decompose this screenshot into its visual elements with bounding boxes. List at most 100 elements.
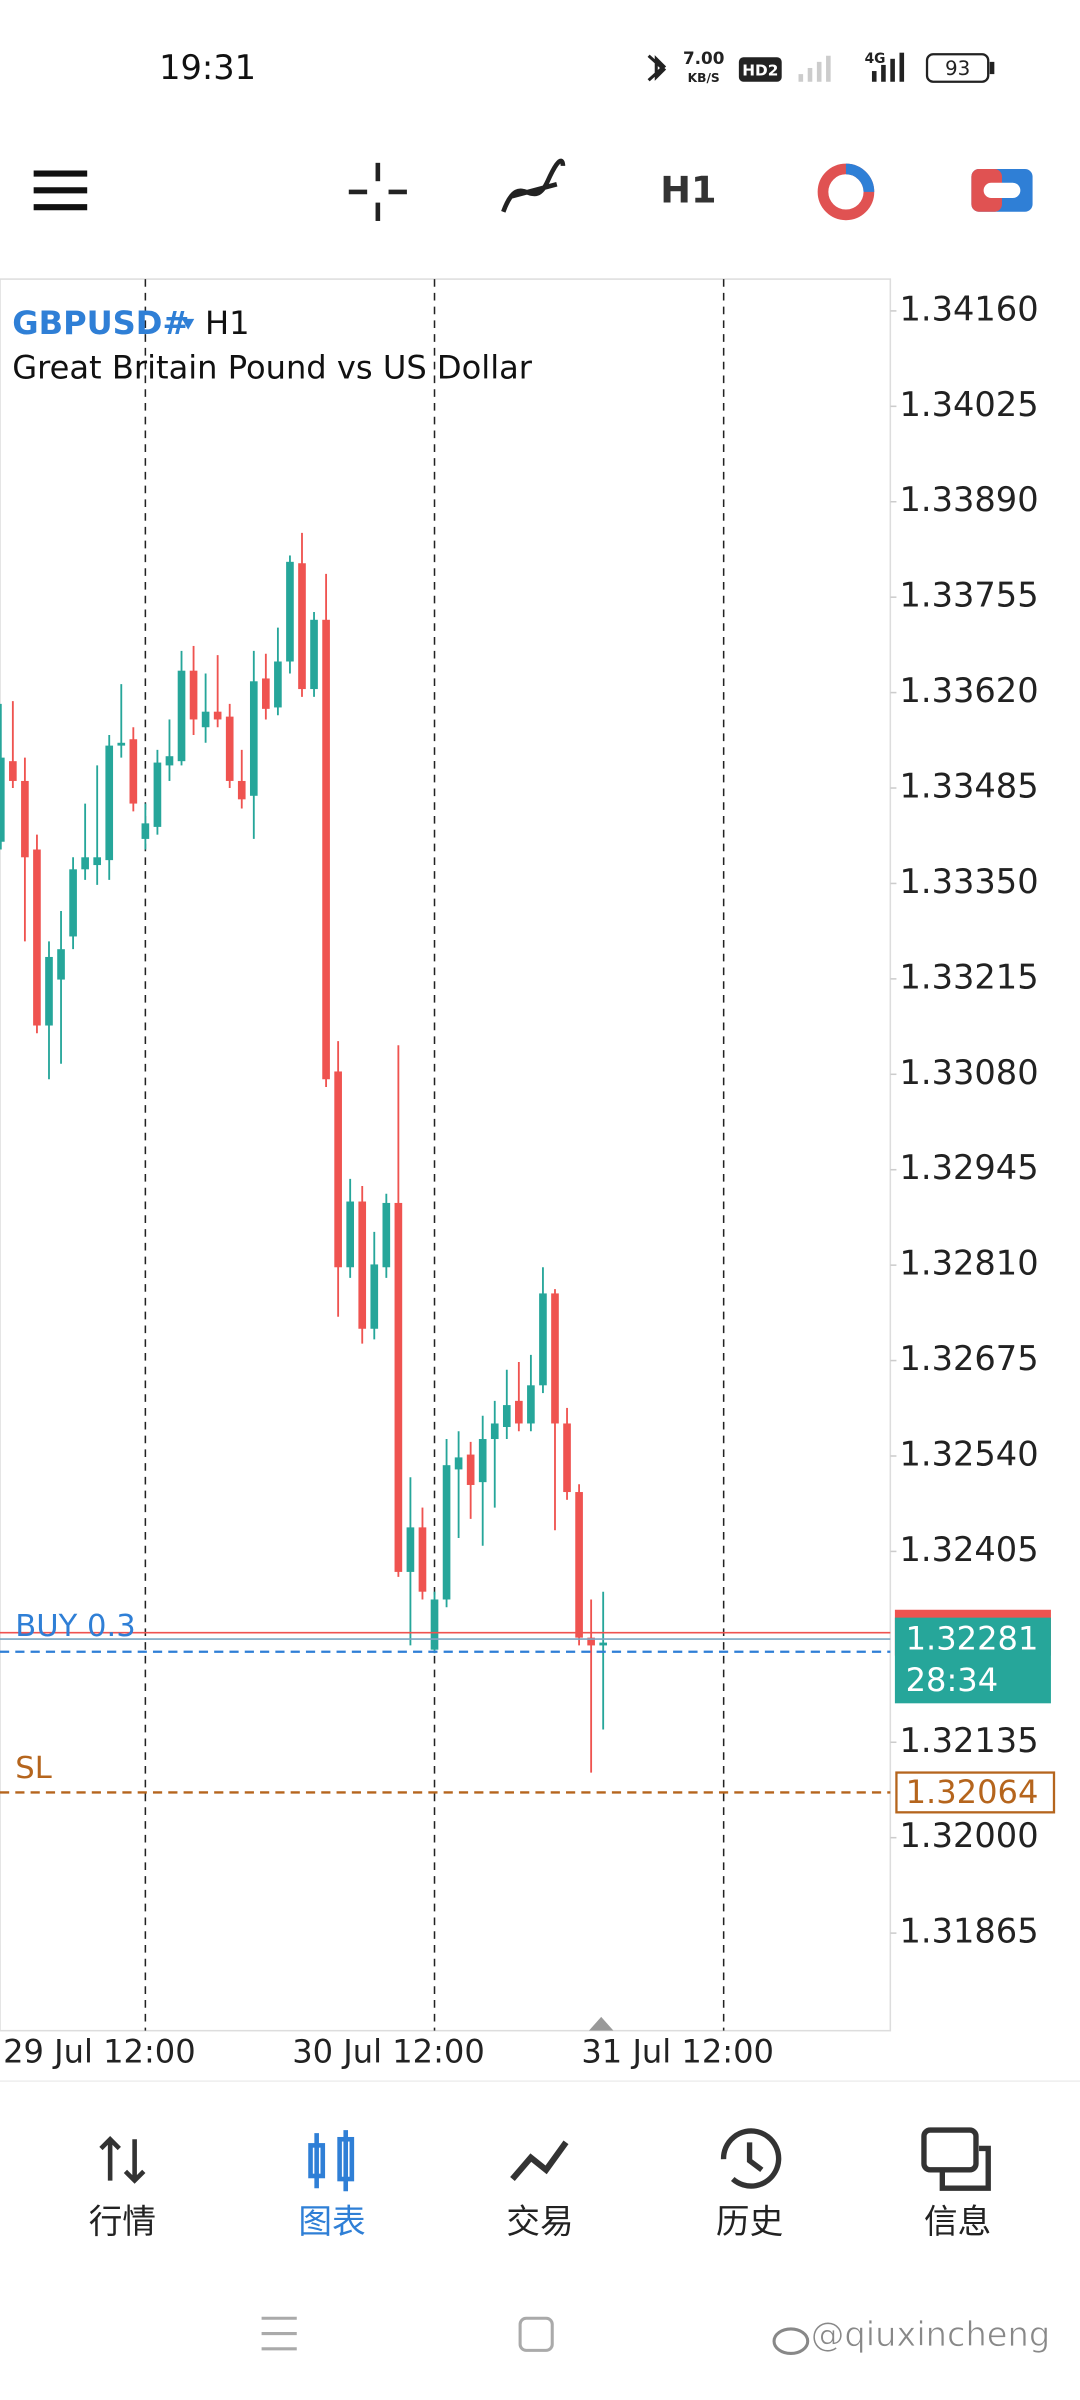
candle-body <box>237 780 246 800</box>
nav-item[interactable]: 图表 <box>298 2202 365 2241</box>
net-speed: 7.00 <box>683 48 724 68</box>
candle-body <box>442 1465 451 1600</box>
x-tick-label: 30 Jul 12:00 <box>292 2033 485 2071</box>
candle-body <box>298 563 306 690</box>
nav-item[interactable]: 行情 <box>89 2202 156 2241</box>
candle-body <box>249 681 258 796</box>
candle-body <box>430 1599 439 1650</box>
y-tick-label: 1.32000 <box>899 1816 1038 1855</box>
candle-body <box>406 1527 415 1572</box>
sl-price: 1.32064 <box>906 1773 1039 1811</box>
y-tick-label: 1.31865 <box>899 1912 1038 1951</box>
candle-body <box>0 757 5 842</box>
candle-body <box>177 670 186 762</box>
hd-label: HD2 <box>742 62 778 80</box>
candle-body <box>45 956 53 1026</box>
candle-body <box>310 619 318 690</box>
menu-button[interactable] <box>33 170 88 211</box>
candle-body <box>490 1423 499 1440</box>
y-tick-label: 1.33350 <box>899 862 1038 901</box>
candle-body <box>394 1202 403 1572</box>
nav-item[interactable]: 信息 <box>924 2202 991 2241</box>
status-time: 19:31 <box>159 48 256 87</box>
timeframe-button[interactable]: H1 <box>660 168 716 211</box>
y-tick-label: 1.33890 <box>899 480 1038 519</box>
candle-body <box>201 711 210 728</box>
candle-body <box>563 1423 571 1493</box>
bid-price: 1.32281 <box>906 1620 1039 1658</box>
candle-body <box>165 756 174 766</box>
indicators-button[interactable] <box>501 158 566 213</box>
bar-timer: 28:34 <box>906 1661 999 1699</box>
shift-marker[interactable] <box>588 2016 614 2031</box>
candle-body <box>370 1264 379 1329</box>
y-tick-label: 1.32405 <box>899 1530 1038 1569</box>
candle-body <box>515 1400 523 1424</box>
candle-body <box>129 739 138 804</box>
sl-tag <box>895 1771 1056 1814</box>
candle-body <box>322 619 330 1080</box>
nav-item[interactable]: 历史 <box>716 2202 783 2241</box>
candle-body <box>117 742 126 746</box>
candle-body <box>454 1457 463 1470</box>
symbol-dropdown[interactable] <box>182 318 195 330</box>
y-tick-label: 1.32135 <box>899 1721 1038 1760</box>
candle-body <box>478 1439 487 1483</box>
y-tick-label: 1.34160 <box>899 289 1038 328</box>
candle-body <box>539 1293 547 1386</box>
candle-body <box>153 762 162 827</box>
signal-1 <box>798 55 831 82</box>
y-tick-label: 1.33080 <box>899 1053 1038 1092</box>
candle-body <box>9 761 17 781</box>
candle-body <box>382 1202 391 1268</box>
nav-item[interactable]: 交易 <box>506 2202 573 2241</box>
candle-body <box>274 661 282 708</box>
y-tick-label: 1.33620 <box>899 671 1038 710</box>
candle-body <box>334 1071 342 1268</box>
candle-body <box>69 869 77 937</box>
sys-home[interactable] <box>518 2316 554 2352</box>
candle-body <box>418 1527 427 1592</box>
bid-tag <box>894 1617 1051 1704</box>
x-tick-label: 31 Jul 12:00 <box>581 2033 774 2071</box>
plot-area <box>0 279 1056 2031</box>
network-type: 4G <box>865 51 886 67</box>
candle-body <box>225 716 234 781</box>
candle-body <box>527 1385 535 1424</box>
chart-timeframe: H1 <box>205 304 250 342</box>
candle-body <box>33 849 41 1026</box>
candle-body <box>141 823 150 839</box>
sl-label: SL <box>15 1751 51 1786</box>
battery-tip <box>989 61 995 75</box>
net-unit: KB/S <box>688 71 720 85</box>
nav-chart-icon <box>308 2130 355 2192</box>
candle-body <box>105 745 114 861</box>
sys-menu[interactable] <box>261 2316 297 2351</box>
candle-body <box>57 949 65 980</box>
nav-trade-icon <box>510 2140 569 2182</box>
watermark-logo <box>772 2327 810 2355</box>
candle-body <box>551 1293 559 1424</box>
battery <box>925 53 990 83</box>
candle-body <box>575 1492 583 1638</box>
y-tick-label: 1.33485 <box>899 767 1038 806</box>
candle-body <box>81 857 89 870</box>
hd-badge <box>738 57 782 82</box>
symbol[interactable]: GBPUSD# <box>12 304 189 342</box>
nav-history-icon <box>720 2128 782 2189</box>
candle-body <box>358 1201 367 1329</box>
buy-label: BUY 0.3 <box>15 1609 135 1644</box>
bluetooth-icon <box>647 54 667 82</box>
x-tick-label: 29 Jul 12:00 <box>3 2033 196 2071</box>
y-tick-label: 1.32810 <box>899 1244 1038 1283</box>
crosshair-button[interactable] <box>348 162 407 221</box>
signal-2 <box>871 52 905 82</box>
candle-body <box>262 678 270 709</box>
y-tick-label: 1.32945 <box>899 1148 1038 1187</box>
battery-level: 93 <box>945 57 970 80</box>
nav-quotes-icon <box>99 2136 146 2184</box>
watermark: @qiuxincheng <box>811 2315 1050 2354</box>
y-tick-label: 1.33215 <box>899 957 1038 996</box>
